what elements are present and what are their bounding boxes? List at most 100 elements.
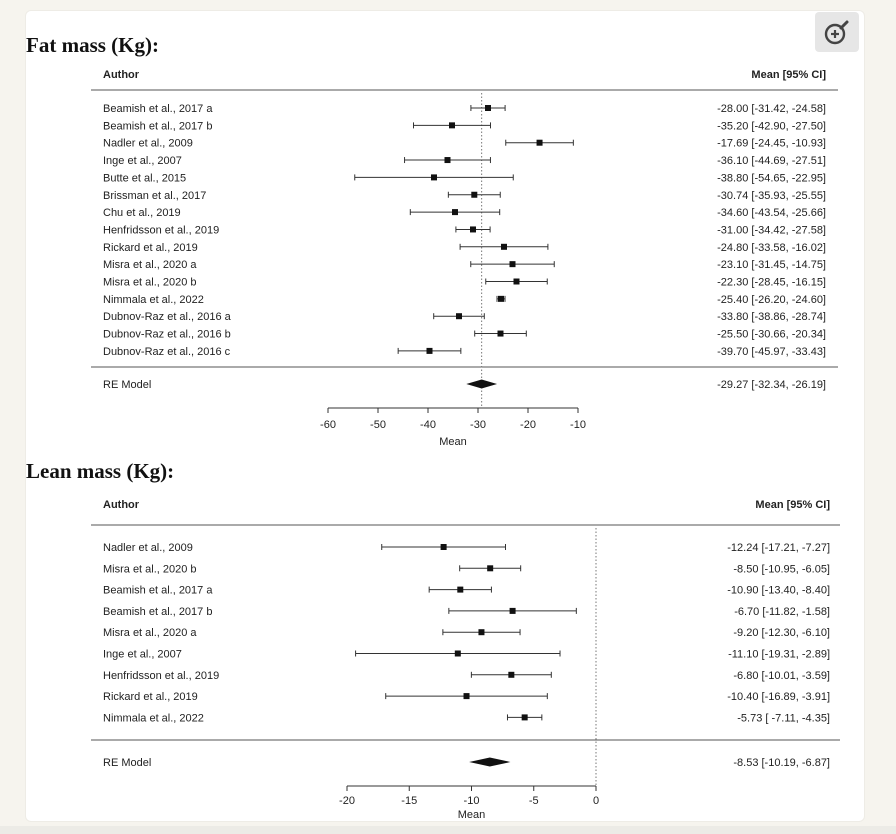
study-author: Beamish et al., 2017 a [103, 585, 213, 597]
point-estimate [521, 714, 528, 721]
x-tick-label: -5 [529, 795, 539, 807]
study-ci-label: -28.00 [-31.42, -24.58] [717, 103, 826, 115]
point-estimate [497, 330, 504, 337]
x-tick-label: 0 [593, 795, 599, 807]
study-ci-label: -39.70 [-45.97, -33.43] [717, 346, 826, 358]
point-estimate [431, 174, 437, 181]
study-ci-label: -10.40 [-16.89, -3.91] [727, 691, 830, 703]
point-estimate [487, 565, 494, 572]
point-estimate [449, 122, 455, 129]
study-author: Beamish et al., 2017 b [103, 606, 212, 618]
x-tick-label: -20 [339, 795, 355, 807]
next-card-edge [0, 826, 896, 834]
study-ci-label: -22.30 [-28.45, -16.15] [717, 277, 826, 289]
study-ci-label: -33.80 [-38.86, -28.74] [717, 311, 826, 323]
study-author: Misra et al., 2020 b [103, 563, 197, 575]
zoom-in-icon [824, 20, 849, 45]
study-ci-label: -17.69 [-24.45, -10.93] [717, 138, 826, 150]
point-estimate [471, 191, 478, 198]
study-ci-label: -12.24 [-17.21, -7.27] [727, 542, 830, 554]
point-estimate [513, 278, 520, 285]
study-ci-label: -34.60 [-43.54, -25.66] [717, 207, 826, 219]
study-author: Inge et al., 2007 [103, 155, 182, 167]
study-ci-label: -24.80 [-33.58, -16.02] [717, 242, 826, 254]
study-ci-label: -10.90 [-13.40, -8.40] [727, 585, 830, 597]
study-ci-label: -35.20 [-42.90, -27.50] [717, 120, 826, 132]
point-estimate [463, 693, 470, 700]
study-author: Inge et al., 2007 [103, 649, 182, 661]
zoom-button[interactable] [815, 12, 859, 52]
study-ci-label: -30.74 [-35.93, -25.55] [717, 190, 826, 202]
point-estimate [508, 671, 515, 678]
study-author: Misra et al., 2020 a [103, 259, 197, 271]
point-estimate [456, 313, 462, 320]
study-author: Chu et al., 2019 [103, 207, 181, 219]
point-estimate [501, 243, 507, 250]
x-tick-label: -40 [420, 419, 436, 431]
study-ci-label: -36.10 [-44.69, -27.51] [717, 155, 826, 167]
point-estimate [444, 157, 451, 164]
point-estimate [452, 209, 458, 216]
study-author: Beamish et al., 2017 a [103, 103, 213, 115]
plot-title: Fat mass (Kg): [26, 33, 159, 57]
study-author: Nadler et al., 2009 [103, 542, 193, 554]
x-tick-label: -10 [464, 795, 480, 807]
study-author: Rickard et al., 2019 [103, 691, 198, 703]
summary-author: RE Model [103, 757, 151, 769]
study-author: Henfridsson et al., 2019 [103, 224, 219, 236]
study-author: Dubnov-Raz et al., 2016 c [103, 346, 231, 358]
point-estimate [457, 586, 464, 593]
x-axis-label: Mean [458, 809, 486, 821]
study-author: Misra et al., 2020 b [103, 277, 197, 289]
point-estimate [426, 347, 433, 354]
point-estimate [440, 544, 447, 550]
summary-ci-label: -29.27 [-32.34, -26.19] [717, 379, 826, 391]
x-tick-label: -10 [570, 419, 586, 431]
study-ci-label: -5.73 [ -7.11, -4.35] [737, 712, 830, 724]
summary-diamond [469, 757, 511, 767]
study-ci-label: -25.40 [-26.20, -24.60] [717, 294, 826, 306]
study-author: Misra et al., 2020 a [103, 627, 197, 639]
study-ci-label: -23.10 [-31.45, -14.75] [717, 259, 826, 271]
summary-author: RE Model [103, 379, 151, 391]
plot-title: Lean mass (Kg): [26, 459, 174, 483]
column-header-ci: Mean [95% CI] [751, 69, 826, 81]
point-estimate [509, 261, 516, 268]
point-estimate [485, 105, 491, 111]
figure-card [25, 10, 865, 822]
column-header-author: Author [103, 499, 140, 511]
study-ci-label: -6.80 [-10.01, -3.59] [733, 670, 830, 682]
study-author: Rickard et al., 2019 [103, 242, 198, 254]
study-author: Nadler et al., 2009 [103, 138, 193, 150]
study-author: Nimmala et al., 2022 [103, 712, 204, 724]
point-estimate [509, 607, 516, 614]
summary-diamond [466, 379, 498, 389]
point-estimate [536, 139, 543, 146]
study-ci-label: -31.00 [-34.42, -27.58] [717, 224, 826, 236]
column-header-ci: Mean [95% CI] [755, 499, 830, 511]
study-author: Dubnov-Raz et al., 2016 a [103, 311, 232, 323]
x-tick-label: -30 [470, 419, 486, 431]
column-header-author: Author [103, 69, 140, 81]
summary-ci-label: -8.53 [-10.19, -6.87] [733, 757, 830, 769]
x-tick-label: -15 [401, 795, 417, 807]
study-ci-label: -9.20 [-12.30, -6.10] [733, 627, 830, 639]
point-estimate [470, 226, 476, 233]
point-estimate [478, 629, 485, 636]
x-tick-label: -20 [520, 419, 536, 431]
study-ci-label: -38.80 [-54.65, -22.95] [717, 172, 826, 184]
study-ci-label: -6.70 [-11.82, -1.58] [734, 606, 830, 618]
study-author: Beamish et al., 2017 b [103, 120, 212, 132]
study-author: Nimmala et al., 2022 [103, 294, 204, 306]
x-axis-label: Mean [439, 436, 467, 448]
x-tick-label: -60 [320, 419, 336, 431]
study-author: Butte et al., 2015 [103, 172, 186, 184]
study-ci-label: -11.10 [-19.31, -2.89] [728, 649, 830, 661]
point-estimate [498, 295, 504, 302]
study-ci-label: -25.50 [-30.66, -20.34] [717, 329, 826, 341]
study-ci-label: -8.50 [-10.95, -6.05] [733, 563, 830, 575]
x-tick-label: -50 [370, 419, 386, 431]
study-author: Henfridsson et al., 2019 [103, 670, 219, 682]
study-author: Dubnov-Raz et al., 2016 b [103, 329, 231, 341]
